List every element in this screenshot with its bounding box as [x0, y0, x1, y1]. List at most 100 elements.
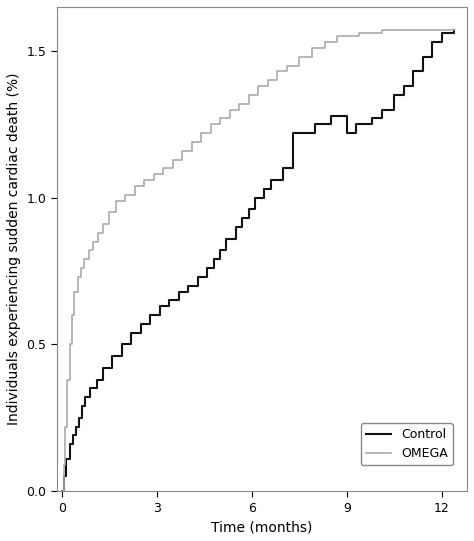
- OMEGA: [356, 30, 362, 37]
- Control: [119, 341, 125, 348]
- Control: [195, 274, 201, 280]
- Control: [76, 414, 82, 421]
- Control: [82, 394, 88, 400]
- OMEGA: [420, 27, 426, 34]
- Control: [185, 282, 191, 289]
- OMEGA: [296, 54, 302, 60]
- OMEGA: [132, 183, 137, 189]
- OMEGA: [274, 68, 280, 75]
- OMEGA: [392, 27, 397, 34]
- OMEGA: [91, 239, 96, 245]
- Control: [217, 247, 223, 254]
- OMEGA: [410, 27, 416, 34]
- OMEGA: [255, 83, 261, 89]
- OMEGA: [69, 312, 75, 318]
- Control: [439, 30, 445, 37]
- OMEGA: [217, 115, 223, 122]
- OMEGA: [227, 107, 232, 113]
- OMEGA: [309, 45, 315, 51]
- OMEGA: [246, 92, 251, 98]
- OMEGA: [334, 33, 340, 39]
- Control: [262, 186, 267, 192]
- Control: [61, 473, 67, 480]
- OMEGA: [78, 265, 83, 272]
- Control: [138, 321, 144, 327]
- OMEGA: [151, 171, 156, 177]
- Control: [67, 441, 73, 447]
- Control: [410, 68, 416, 75]
- Control: [392, 92, 397, 98]
- Control: [73, 423, 79, 430]
- OMEGA: [179, 148, 185, 154]
- Legend: Control, OMEGA: Control, OMEGA: [361, 423, 453, 465]
- Control: [312, 121, 318, 128]
- OMEGA: [82, 256, 87, 262]
- Control: [281, 165, 286, 171]
- OMEGA: [401, 27, 407, 34]
- Control: [204, 265, 210, 272]
- OMEGA: [379, 27, 384, 34]
- Control: [429, 39, 435, 45]
- OMEGA: [452, 27, 457, 34]
- Control: [70, 432, 75, 439]
- OMEGA: [86, 247, 91, 254]
- OMEGA: [72, 288, 77, 295]
- Line: Control: Control: [62, 30, 455, 491]
- Control: [176, 288, 182, 295]
- Control: [100, 365, 106, 371]
- OMEGA: [113, 197, 118, 204]
- OMEGA: [189, 138, 194, 145]
- Control: [128, 329, 134, 336]
- Control: [64, 456, 69, 462]
- OMEGA: [170, 156, 175, 163]
- Control: [369, 115, 375, 122]
- Control: [224, 235, 229, 242]
- OMEGA: [106, 209, 112, 215]
- X-axis label: Time (months): Time (months): [211, 520, 313, 534]
- Control: [252, 194, 258, 201]
- OMEGA: [95, 229, 101, 236]
- OMEGA: [264, 77, 270, 83]
- OMEGA: [67, 341, 73, 348]
- OMEGA: [208, 121, 213, 128]
- Control: [239, 215, 245, 221]
- Control: [246, 206, 251, 213]
- Control: [353, 121, 359, 128]
- Y-axis label: Individuals experiencing sudden cardiac death (%): Individuals experiencing sudden cardiac …: [7, 72, 21, 425]
- OMEGA: [59, 488, 64, 494]
- OMEGA: [100, 221, 106, 227]
- Control: [157, 303, 163, 309]
- OMEGA: [64, 377, 70, 383]
- Control: [211, 256, 217, 262]
- OMEGA: [439, 27, 445, 34]
- Control: [328, 113, 334, 119]
- OMEGA: [75, 274, 81, 280]
- OMEGA: [141, 177, 147, 183]
- Control: [59, 488, 64, 494]
- Control: [452, 27, 457, 34]
- OMEGA: [283, 62, 289, 69]
- OMEGA: [369, 30, 375, 37]
- Control: [109, 353, 115, 359]
- OMEGA: [122, 192, 128, 198]
- OMEGA: [236, 101, 242, 107]
- OMEGA: [61, 461, 67, 468]
- Control: [344, 130, 349, 136]
- Control: [233, 224, 239, 230]
- Control: [147, 312, 153, 318]
- Control: [290, 130, 296, 136]
- OMEGA: [63, 423, 68, 430]
- Control: [401, 83, 407, 89]
- OMEGA: [429, 27, 435, 34]
- OMEGA: [160, 165, 166, 171]
- OMEGA: [344, 33, 349, 39]
- Line: OMEGA: OMEGA: [62, 30, 455, 491]
- Control: [268, 177, 273, 183]
- Control: [420, 54, 426, 60]
- Control: [166, 297, 172, 304]
- Control: [379, 107, 384, 113]
- OMEGA: [198, 130, 204, 136]
- Control: [80, 403, 85, 409]
- Control: [87, 385, 93, 392]
- OMEGA: [322, 39, 328, 45]
